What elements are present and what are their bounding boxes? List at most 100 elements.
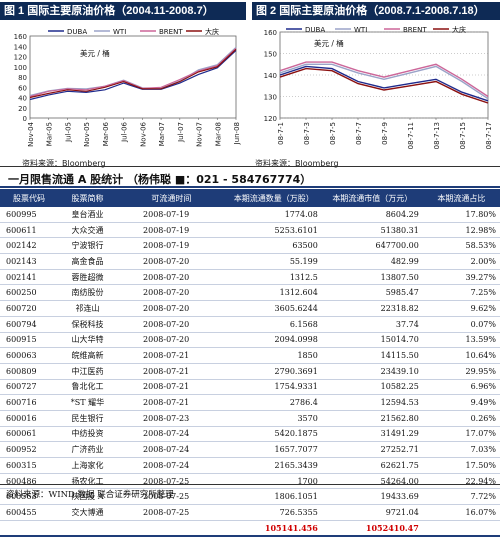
legend-label: DUBA (67, 28, 87, 36)
legend-label: BRENT (159, 28, 183, 36)
col-header-4: 本期流通市值（万元） (321, 189, 423, 207)
y-unit-label: 美元 / 桶 (80, 48, 110, 58)
series-line-大庆 (29, 48, 237, 99)
table-cell: 22.94% (422, 473, 500, 490)
table-cell: 15014.70 (321, 332, 423, 349)
table-cell: 2008-07-24 (117, 457, 226, 474)
table-top-rule (0, 186, 500, 188)
table-row: 600794 保税科技 2008-07-20 6.1568 37.74 0.07% (0, 316, 500, 333)
plot-frame (29, 35, 237, 119)
table-cell: 2008-07-25 (117, 504, 226, 521)
table-cell: 2008-07-20 (117, 316, 226, 333)
table-cell: 22318.82 (321, 300, 423, 317)
y-tick-label: 140 (14, 43, 27, 51)
x-tick-label: Mar-08 (214, 122, 222, 146)
x-tick-label: 08-7-3 (303, 122, 311, 145)
table-cell: 31491.29 (321, 426, 423, 443)
table-cell: 6.96% (422, 379, 500, 396)
table-cell: 保税科技 (57, 316, 118, 333)
table-cell: 1657.7077 (225, 441, 322, 458)
table-cell: 17.07% (422, 426, 500, 443)
x-tick-label: Jul-07 (177, 122, 185, 143)
table-cell: 63500 (225, 237, 322, 255)
x-tick-label: 08-7-5 (329, 122, 337, 145)
x-tick-label: 08-7-7 (355, 122, 363, 145)
table-cell: 上海家化 (57, 457, 118, 474)
table-cell: 600061 (0, 426, 58, 443)
table-row: 002143 高金食品 2008-07-20 55.199 482.99 2.00% (0, 253, 500, 270)
table-cell: 2008-07-21 (117, 347, 226, 364)
table-cell: 2094.0998 (225, 332, 322, 349)
x-tick-label: Nov-05 (83, 122, 91, 147)
y-tick-label: 80 (18, 74, 27, 82)
x-tick-label: 08-7-11 (407, 122, 415, 149)
x-tick-label: Nov-04 (27, 121, 35, 146)
table-row: 600061 中纺投资 2008-07-24 5420.1875 31491.29 17.… (0, 426, 500, 443)
table-cell: 5985.47 (321, 284, 423, 302)
y-tick-label: 100 (14, 64, 27, 72)
table-row: 600250 南纺股份 2008-07-20 1312.604 5985.47 7.25% (0, 284, 500, 302)
table-cell: 1312.604 (225, 284, 322, 302)
table-cell: 0.07% (422, 316, 500, 333)
series-line-DUBA (29, 49, 237, 101)
table-row: 600995 皇台酒业 2008-07-19 1774.08 8604.29 17.80% (0, 207, 500, 223)
table-cell: 交大博通 (57, 504, 118, 521)
table-cell: 3570 (225, 410, 322, 427)
table-cell: 2786.4 (225, 394, 322, 411)
table-cell: 6.1568 (225, 316, 322, 333)
table-cell: 002142 (0, 237, 58, 255)
table-cell: 9.62% (422, 300, 500, 317)
table-cell: 1850 (225, 347, 322, 364)
table-cell: 2008-07-19 (117, 207, 226, 223)
table-cell: 大众交通 (57, 222, 118, 239)
series-line-BRENT (29, 47, 237, 98)
table-cell: 23439.10 (321, 363, 423, 380)
table-cell: 1806.1051 (225, 488, 322, 506)
table-cell: 中江医药 (57, 363, 118, 380)
y-tick-label: 140 (264, 72, 277, 80)
table-cell: 南纺股份 (57, 284, 118, 302)
table-cell: 2.00% (422, 253, 500, 270)
table-cell: 600455 (0, 504, 58, 521)
table-row: 600611 大众交通 2008-07-19 5253.6101 51380.31 12.… (0, 222, 500, 239)
table-cell: 广济药业 (57, 441, 118, 458)
y-tick-label: 40 (18, 95, 27, 103)
table-cell: 1700 (225, 473, 322, 490)
table-cell: 2008-07-20 (117, 332, 226, 349)
table-cell: 600315 (0, 457, 58, 474)
y-tick-label: 160 (264, 29, 277, 37)
table-cell: 600486 (0, 473, 58, 490)
chart-2: 120 130 140 150 160 08-7-1 08-7-3 08-7-5 08-7-7 0… (264, 25, 493, 149)
table-cell: 民生银行 (57, 410, 118, 427)
y-tick-label: 120 (14, 54, 27, 62)
table-cell: 600809 (0, 363, 58, 380)
legend-label: DUBA (305, 26, 325, 34)
table-cell: 2008-07-20 (117, 300, 226, 317)
table-cell: 中纺投资 (57, 426, 118, 443)
table-row: 600720 祁连山 2008-07-20 3605.6244 22318.82 9.62… (0, 300, 500, 317)
table-cell: 2008-07-21 (117, 379, 226, 396)
table-cell: 58.53% (422, 237, 500, 255)
table-row: 600315 上海家化 2008-07-24 2165.3439 62621.75 17.… (0, 457, 500, 474)
y-tick-label: 0 (23, 115, 27, 123)
table-cell: 600063 (0, 347, 58, 364)
x-tick-label: Jun-08 (233, 122, 241, 145)
x-tick-label: 08-7-17 (485, 122, 493, 149)
table-cell: 2008-07-23 (117, 410, 226, 427)
table-cell: 祁连山 (57, 300, 118, 317)
lockup-table: 股票代码 股票简称 可流通时间 本期流通数量（万股） 本期流通市值（万元） 本期流通占比 … (0, 189, 500, 537)
table-cell: 0.26% (422, 410, 500, 427)
table-cell: 002143 (0, 253, 58, 270)
x-tick-label: Nov-07 (196, 122, 204, 147)
footer-source: 资料来源：WIND 数据 联合证券研究所整理 (6, 490, 174, 500)
col-header-3: 本期流通数量（万股） (225, 189, 322, 207)
table-cell: 19433.69 (321, 488, 423, 506)
table-cell: 600995 (0, 207, 58, 223)
legend-label: WTI (354, 26, 367, 34)
table-cell: 2008-07-20 (117, 269, 226, 286)
x-tick-label: Mar-06 (102, 121, 110, 146)
table-cell: 鲁北化工 (57, 379, 118, 396)
table-cell: 600952 (0, 441, 58, 458)
y-tick-label: 20 (18, 105, 27, 113)
table-cell: 647700.00 (321, 237, 423, 255)
